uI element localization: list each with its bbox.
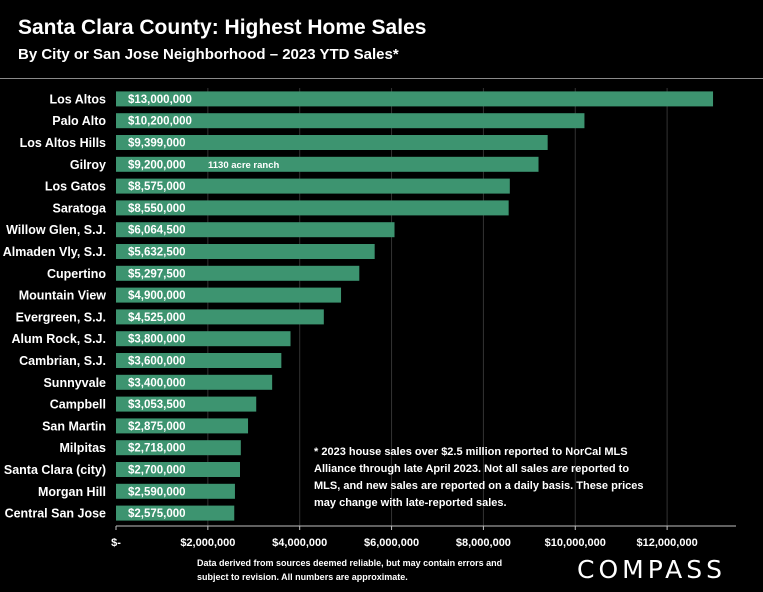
x-tick-label: $2,000,000 (180, 537, 235, 549)
value-label: $4,900,000 (128, 290, 186, 302)
value-label: $13,000,000 (128, 94, 192, 106)
bar (116, 244, 375, 259)
category-label: Palo Alto (52, 114, 106, 128)
bar (116, 418, 249, 434)
category-label: Evergreen, S.J. (16, 310, 106, 324)
category-label: Central San Jose (5, 507, 106, 521)
value-label: $3,400,000 (128, 377, 186, 389)
category-label: Gilroy (70, 158, 106, 172)
header-divider (0, 78, 763, 79)
category-label: Santa Clara (city) (4, 463, 106, 477)
bar (116, 462, 240, 477)
x-tick-label: $4,000,000 (272, 537, 327, 549)
bars: Los Altos $13,000,000 Palo Alto $10,200,000… (3, 91, 714, 521)
value-label: $3,053,500 (128, 399, 186, 411)
bar (116, 396, 257, 412)
bar (116, 91, 714, 107)
x-axis: $- $2,000,000 $4,000,000 $6,000,000 $8,000,0… (111, 525, 736, 549)
value-label: $5,297,500 (128, 268, 186, 280)
category-label: Campbell (50, 398, 106, 412)
category-label: San Martin (42, 419, 106, 433)
bar (116, 440, 241, 456)
value-label: $2,590,000 (128, 486, 186, 498)
value-label: $8,550,000 (128, 203, 186, 215)
x-tick-label: $12,000,000 (637, 537, 698, 549)
value-label: $9,200,000 (128, 159, 186, 171)
category-label: Cambrian, S.J. (19, 354, 106, 368)
bar (116, 331, 291, 347)
value-label: $2,700,000 (128, 465, 186, 477)
bar (116, 113, 585, 129)
bar (116, 265, 360, 281)
category-label: Sunnyvale (43, 376, 106, 390)
value-label: $8,575,000 (128, 181, 186, 193)
bar (116, 135, 548, 150)
category-label: Milpitas (59, 441, 106, 455)
value-label: $2,718,000 (128, 443, 186, 455)
value-label: $4,525,000 (128, 312, 186, 324)
value-label: $6,064,500 (128, 225, 186, 237)
bar (116, 374, 273, 390)
bar (116, 505, 235, 521)
x-tick-label: $8,000,000 (456, 537, 511, 549)
category-label: Mountain View (19, 289, 107, 303)
category-label: Los Altos Hills (20, 136, 106, 150)
bar (116, 353, 282, 368)
bar (116, 222, 395, 238)
bar (116, 156, 539, 172)
category-label: Almaden Vly, S.J. (3, 245, 106, 259)
value-label: $10,200,000 (128, 116, 192, 128)
category-label: Cupertino (47, 267, 106, 281)
value-label: $9,399,000 (128, 138, 186, 150)
footnote-emphasis: are (551, 463, 568, 475)
chart-subtitle: By City or San Jose Neighborhood – 2023 … (18, 46, 399, 63)
value-label: $5,632,500 (128, 247, 186, 259)
category-label: Willow Glen, S.J. (6, 223, 106, 237)
bar (116, 287, 342, 303)
bar (116, 178, 510, 194)
category-label: Morgan Hill (38, 485, 106, 499)
compass-logo: COMPASS (577, 555, 727, 584)
value-label: $2,875,000 (128, 421, 186, 433)
x-tick-label: $6,000,000 (364, 537, 419, 549)
value-label: $2,575,000 (128, 508, 186, 520)
value-label: $3,800,000 (128, 334, 186, 346)
chart-title: Santa Clara County: Highest Home Sales (18, 16, 427, 39)
category-label: Alum Rock, S.J. (12, 332, 106, 346)
bar (116, 200, 509, 216)
bar (116, 309, 324, 325)
category-label: Saratoga (53, 201, 108, 215)
value-label: $3,600,000 (128, 356, 186, 368)
footnote: * 2023 house sales over $2.5 million rep… (314, 446, 644, 509)
category-label: Los Gatos (45, 180, 106, 194)
category-label: Los Altos (50, 92, 107, 106)
x-tick-label: $10,000,000 (545, 537, 606, 549)
bar-annotation: 1130 acre ranch (208, 160, 280, 171)
bar (116, 483, 235, 499)
x-tick-label: $- (111, 537, 121, 549)
source-note: Data derived from sources deemed reliabl… (197, 558, 503, 582)
